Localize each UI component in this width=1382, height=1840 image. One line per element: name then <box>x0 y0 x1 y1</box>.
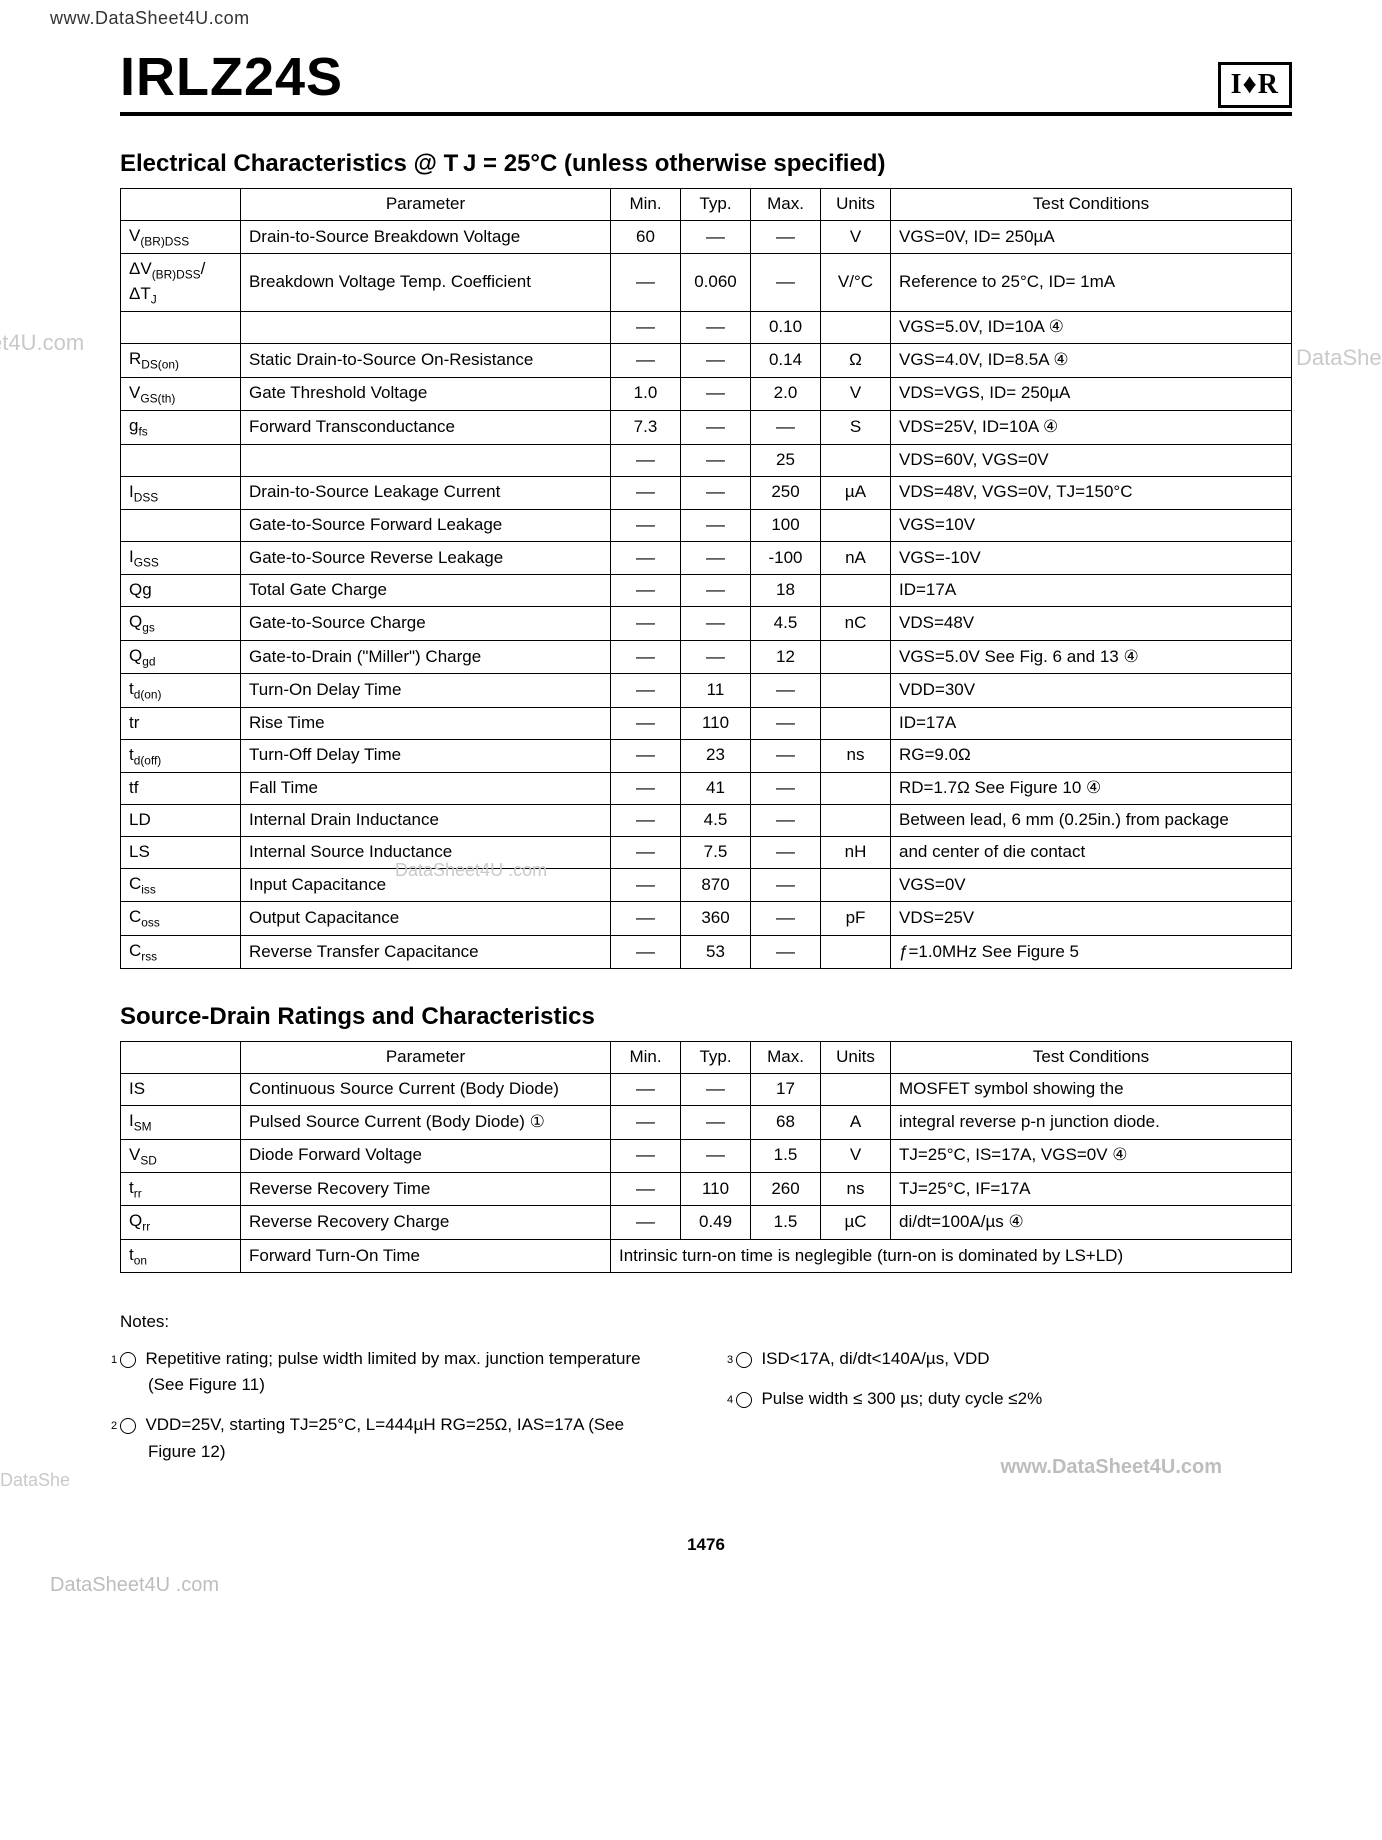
col-header-parameter: Parameter <box>241 189 611 221</box>
col-header-conditions-2: Test Conditions <box>891 1042 1292 1074</box>
section-title-1: Electrical Characteristics @ T J = 25°C … <box>120 150 1292 178</box>
datasheet-page: www.DataSheet4U.com et4U.com DataSheet I… <box>0 0 1382 1615</box>
col-header-max: Max. <box>751 189 821 221</box>
page-header: IRLZ24S I♦R <box>120 46 1292 116</box>
note-item: 2 VDD=25V, starting TJ=25°C, L=444µH RG=… <box>120 1412 676 1465</box>
table-row: td(on)Turn-On Delay Time––11––VDD=30V <box>121 674 1292 707</box>
part-number: IRLZ24S <box>120 46 343 108</box>
table-row: CrssReverse Transfer Capacitance––53––ƒ=… <box>121 935 1292 968</box>
watermark-left: et4U.com <box>0 330 84 356</box>
table-row: V(BR)DSSDrain-to-Source Breakdown Voltag… <box>121 220 1292 253</box>
note-item: 3 ISD<17A, di/dt<140A/µs, VDD <box>736 1346 1292 1372</box>
col-header-conditions: Test Conditions <box>891 189 1292 221</box>
table-row: ISMPulsed Source Current (Body Diode) ①–… <box>121 1106 1292 1139</box>
table-row: td(off)Turn-Off Delay Time––23––nsRG=9.0… <box>121 739 1292 772</box>
table-row: LDInternal Drain Inductance––4.5––Betwee… <box>121 805 1292 837</box>
table-row: VSDDiode Forward Voltage––––1.5VTJ=25°C,… <box>121 1139 1292 1172</box>
table-row: QgsGate-to-Source Charge––––4.5nCVDS=48V <box>121 607 1292 640</box>
table-row: VGS(th)Gate Threshold Voltage1.0––2.0VVD… <box>121 377 1292 410</box>
table-row: Gate-to-Source Forward Leakage––––100VGS… <box>121 509 1292 541</box>
col-header-parameter-2: Parameter <box>241 1042 611 1074</box>
page-number: 1476 <box>120 1535 1292 1555</box>
watermark-right: DataSheet <box>1296 345 1382 371</box>
watermark-mid-left: DataShe <box>0 1470 70 1491</box>
watermark-top: www.DataSheet4U.com <box>50 8 250 29</box>
table-row: ΔV(BR)DSS/ΔTJBreakdown Voltage Temp. Coe… <box>121 254 1292 312</box>
brand-logo: I♦R <box>1218 62 1292 108</box>
col-header-units-2: Units <box>821 1042 891 1074</box>
watermark-bottom-left: DataSheet4U .com <box>50 1574 219 1597</box>
table-row: trrReverse Recovery Time––110260nsTJ=25°… <box>121 1173 1292 1206</box>
section-title-2: Source-Drain Ratings and Characteristics <box>120 1003 1292 1031</box>
table-row: trRise Time––110––ID=17A <box>121 707 1292 739</box>
table-row: IGSSGate-to-Source Reverse Leakage––––-1… <box>121 541 1292 574</box>
notes-column-left: 1 Repetitive rating; pulse width limited… <box>120 1346 676 1479</box>
table-row: ISContinuous Source Current (Body Diode)… <box>121 1074 1292 1106</box>
table-row: QgTotal Gate Charge––––18ID=17A <box>121 575 1292 607</box>
watermark-inline-right: www.DataSheet4U.com <box>1000 1452 1222 1483</box>
table-row: tonForward Turn-On TimeIntrinsic turn-on… <box>121 1239 1292 1272</box>
col-header-typ-2: Typ. <box>681 1042 751 1074</box>
table-row: ––––0.10VGS=5.0V, ID=10A ④ <box>121 312 1292 344</box>
notes-section: Notes: 1 Repetitive rating; pulse width … <box>120 1309 1292 1479</box>
watermark-mid-center: DataSheet4U .com <box>395 860 547 881</box>
table-row: QrrReverse Recovery Charge––0.491.5µCdi/… <box>121 1206 1292 1239</box>
col-header-typ: Typ. <box>681 189 751 221</box>
table-row: RDS(on)Static Drain-to-Source On-Resista… <box>121 344 1292 377</box>
table-row: gfsForward Transconductance7.3––––SVDS=2… <box>121 411 1292 444</box>
col-header-min: Min. <box>611 189 681 221</box>
note-item: 1 Repetitive rating; pulse width limited… <box>120 1346 676 1399</box>
table-row: IDSSDrain-to-Source Leakage Current––––2… <box>121 476 1292 509</box>
table-row: LSInternal Source Inductance––7.5––nHand… <box>121 836 1292 868</box>
electrical-characteristics-table: Parameter Min. Typ. Max. Units Test Cond… <box>120 188 1292 969</box>
table-row: CossOutput Capacitance––360––pFVDS=25V <box>121 902 1292 935</box>
notes-title: Notes: <box>120 1309 1292 1335</box>
col-header-max-2: Max. <box>751 1042 821 1074</box>
col-header-units: Units <box>821 189 891 221</box>
table-row: tfFall Time––41––RD=1.7Ω See Figure 10 ④ <box>121 773 1292 805</box>
notes-column-right: www.DataSheet4U.com 3 ISD<17A, di/dt<140… <box>736 1346 1292 1479</box>
table-row: QgdGate-to-Drain ("Miller") Charge––––12… <box>121 640 1292 673</box>
note-item: 4 Pulse width ≤ 300 µs; duty cycle ≤2% <box>736 1386 1292 1412</box>
table-row: CissInput Capacitance––870––VGS=0V <box>121 868 1292 901</box>
table-row: ––––25VDS=60V, VGS=0V <box>121 444 1292 476</box>
source-drain-table: Parameter Min. Typ. Max. Units Test Cond… <box>120 1041 1292 1273</box>
col-header-min-2: Min. <box>611 1042 681 1074</box>
